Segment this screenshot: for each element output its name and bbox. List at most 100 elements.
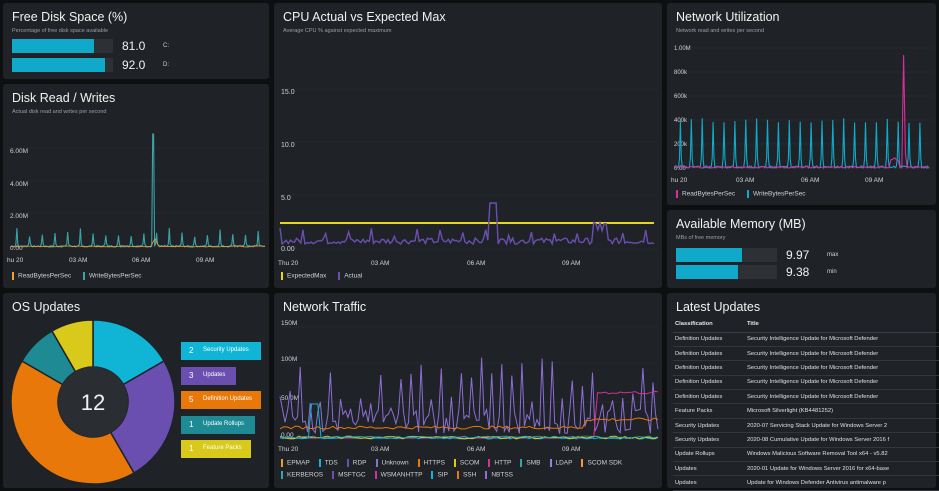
net-util-legend: ReadBytesPerSec WriteBytesPerSec: [676, 190, 816, 198]
table-row[interactable]: Updates 2020-01 Update for Windows Server…: [673, 461, 939, 477]
table-row[interactable]: Definition Updates Security Intelligence …: [673, 375, 939, 391]
donut-slice-definition-updates[interactable]: [10, 359, 136, 485]
row-classification: Updates: [673, 461, 745, 477]
nt-y-tick-1: 100M: [281, 356, 297, 363]
table-row[interactable]: Definition Updates Security Intelligence …: [673, 332, 939, 347]
row-title: 2020-08 Cumulative Update for Windows Se…: [745, 432, 939, 448]
memory-tile: Available Memory (MB) MBs of free memory…: [667, 210, 936, 288]
net-traffic-chart: 150M 100M 50.0M 0.00 Thu 20 03 AM 06 AM …: [278, 320, 659, 453]
cpu-legend: ExpectedMax Actual: [281, 272, 372, 280]
donut-slice-updates[interactable]: [109, 359, 176, 475]
disk-y-tick-0: 6.00M: [10, 148, 28, 155]
row-classification: Definition Updates: [673, 346, 745, 362]
legend-expected-max[interactable]: ExpectedMax: [281, 272, 326, 280]
nu-x-tick-1: 03 AM: [736, 177, 754, 184]
legend-nu-read[interactable]: ReadBytesPerSec: [676, 190, 735, 198]
os-updates-total: 12: [81, 390, 105, 415]
nt-legend-unknown[interactable]: Unknown: [375, 459, 409, 467]
row-classification: Definition Updates: [673, 375, 745, 391]
disk-write-series: [10, 133, 266, 248]
nu-x-tick-0: hu 20: [671, 177, 688, 184]
nt-legend-scom[interactable]: SCOM: [453, 459, 479, 467]
os-legend-feature[interactable]: 1 Feature Packs: [181, 440, 261, 458]
table-header: Classification Title: [673, 316, 939, 333]
disk-c-value: 81.0: [122, 39, 146, 53]
nt-legend-https[interactable]: HTTPS: [417, 459, 445, 467]
row-title: Security Intelligence Update for Microso…: [745, 346, 939, 362]
nu-read-series: [674, 54, 930, 169]
disk-rw-title: Disk Read / Writes: [12, 91, 116, 105]
disk-bar-d-fill: [12, 58, 105, 72]
memory-subtitle: MBs of free memory: [676, 235, 726, 241]
table-row[interactable]: Feature Packs Microsoft Silverlight (KB44…: [673, 403, 939, 419]
os-legend-definition[interactable]: 5 Definition Updates: [181, 391, 261, 409]
nt-legend-rdp[interactable]: RDP: [346, 459, 367, 467]
row-classification: Security Updates: [673, 418, 745, 434]
cpu-y-tick-3: 0.00: [281, 246, 295, 253]
disk-rw-legend: ReadBytesPerSec WriteBytesPerSec: [12, 272, 152, 280]
table-row[interactable]: Security Updates 2020-08 Cumulative Updat…: [673, 432, 939, 448]
nt-legend-nbtss[interactable]: NBTSS: [485, 471, 513, 479]
disk-y-tick-3: 0.00: [10, 245, 23, 252]
cpu-y-tick-2: 5.0: [281, 195, 291, 202]
free-disk-tile: Free Disk Space (%) Percentage of free d…: [3, 3, 269, 79]
legend-actual[interactable]: Actual: [338, 272, 362, 280]
nt-legend-kerberos[interactable]: KERBEROS: [281, 471, 323, 479]
cpu-title: CPU Actual vs Expected Max: [283, 10, 446, 24]
nu-y-tick-1: 800k: [674, 70, 688, 76]
disk-y-tick-1: 4.00M: [10, 181, 28, 188]
nt-legend-sip[interactable]: SIP: [431, 471, 448, 479]
table-row[interactable]: Definition Updates Security Intelligence …: [673, 389, 939, 405]
row-title: Security Intelligence Update for Microso…: [745, 332, 939, 347]
table-row[interactable]: Updates Update for Windows Defender Antiv…: [673, 475, 939, 491]
legend-read-bytes[interactable]: ReadBytesPerSec: [12, 272, 71, 280]
nt-legend-epmap[interactable]: EPMAP: [281, 459, 310, 467]
nt-series-unknown: [279, 357, 659, 434]
nt-legend-tds[interactable]: TDS: [318, 459, 338, 467]
os-legend-security[interactable]: 2 Security Updates: [181, 342, 261, 360]
nt-legend-msftgc[interactable]: MSFTGC: [332, 471, 366, 479]
table-row[interactable]: Update Rollups Windows Malicious Software…: [673, 447, 939, 463]
legend-nu-write[interactable]: WriteBytesPerSec: [746, 190, 806, 198]
nt-legend-scom-sdk[interactable]: SCOM SDK: [581, 459, 622, 467]
net-util-subtitle: Network read and writes per second: [676, 28, 765, 34]
nt-legend-ldap[interactable]: LDAP: [549, 459, 572, 467]
nt-legend-row1: EPMAP TDS RDP Unknown HTTPS SCOM HTTP SMB LDAP SC…: [281, 459, 631, 467]
table-row[interactable]: Definition Updates Security Intelligence …: [673, 360, 939, 376]
cpu-x-tick-0: Thu 20: [278, 260, 299, 267]
nt-legend-wsmanhttp[interactable]: WSMANHTTP: [374, 471, 422, 479]
net-util-chart: 1.00M 800k 600k 400k 200k 0.00 hu 20 03 …: [671, 46, 933, 184]
cpu-x-tick-1: 03 AM: [371, 260, 389, 267]
net-util-tile: Network Utilization Network read and wri…: [667, 3, 936, 205]
cpu-tile: CPU Actual vs Expected Max Average CPU %…: [274, 3, 662, 288]
row-title: 2020-01 Update for Windows Server 2016 f…: [745, 461, 939, 477]
disk-bar-c-fill: [12, 39, 94, 53]
row-title: Security Intelligence Update for Microso…: [745, 360, 939, 376]
legend-write-bytes[interactable]: WriteBytesPerSec: [82, 272, 142, 280]
row-title: Security Intelligence Update for Microso…: [745, 375, 939, 391]
nt-series-smb: [279, 435, 659, 439]
os-legend-updates[interactable]: 3 Updates: [181, 367, 261, 385]
nt-legend-ssh[interactable]: SSH: [456, 471, 476, 479]
nt-x-tick-0: Thu 20: [278, 446, 299, 453]
row-classification: Update Rollups: [673, 447, 745, 463]
nt-y-tick-3: 0.00: [281, 432, 294, 439]
os-legend-rollups[interactable]: 1 Update Rollups: [181, 416, 261, 434]
cpu-y-tick-0: 15.0: [281, 89, 295, 96]
col-classification[interactable]: Classification: [673, 316, 745, 333]
cpu-y-tick-1: 10.0: [281, 142, 295, 149]
row-classification: Definition Updates: [673, 332, 745, 347]
col-title[interactable]: Title: [745, 316, 939, 333]
disk-bar-c: 81.0 C:: [12, 39, 262, 53]
table-row[interactable]: Definition Updates Security Intelligence …: [673, 346, 939, 362]
donut-hole: [58, 367, 128, 437]
table-row[interactable]: Security Updates 2020-07 Servicing Stack …: [673, 418, 939, 434]
row-title: Security Intelligence Update for Microso…: [745, 389, 939, 405]
nt-legend-http[interactable]: HTTP: [488, 459, 511, 467]
latest-updates-title: Latest Updates: [676, 300, 761, 314]
row-title: Update for Windows Defender Antivirus an…: [745, 475, 939, 491]
nu-y-tick-2: 600k: [674, 94, 688, 100]
net-util-title: Network Utilization: [676, 10, 780, 24]
nt-x-tick-2: 06 AM: [467, 446, 485, 453]
nt-legend-smb[interactable]: SMB: [520, 459, 541, 467]
